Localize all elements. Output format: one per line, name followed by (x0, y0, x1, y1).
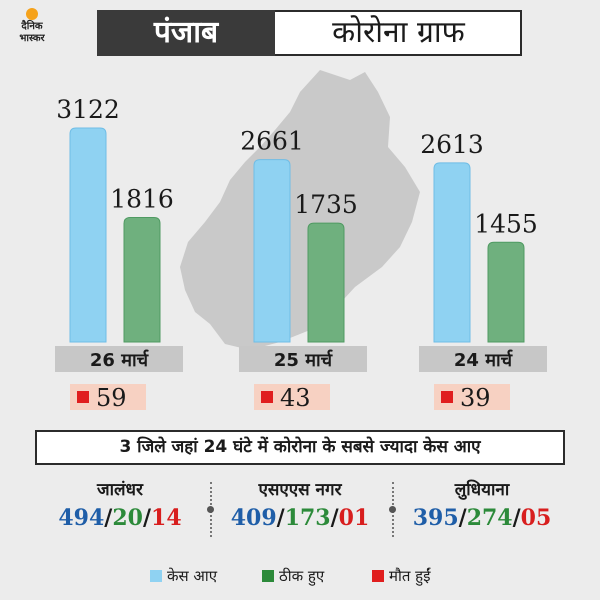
legend: केस आए ठीक हुए मौत हुईं (150, 566, 470, 590)
district-recovered: 20 (112, 505, 143, 531)
deaths-marker (441, 391, 453, 403)
district-name: लुधियाना (454, 480, 510, 500)
header-state-panel: पंजाब (97, 10, 275, 56)
header-title: कोरोना ग्राफ (332, 15, 465, 50)
divider-dot (207, 506, 214, 513)
district-stats: 409/173/01 (230, 505, 370, 531)
logo-line2: भास्कर (19, 33, 45, 44)
legend-swatch-cases (150, 570, 162, 582)
bar-recovered (307, 222, 345, 343)
bar-recovered (487, 241, 525, 343)
deaths-value: 43 (280, 384, 311, 412)
district-cases: 409 (230, 505, 277, 531)
legend-item-recovered: ठीक हुए (262, 566, 324, 586)
districts-title-box: 3 जिले जहां 24 घंटे में कोरोना के सबसे ज… (35, 430, 565, 465)
district-name: जालंधर (97, 480, 143, 500)
district-deaths: 14 (151, 505, 182, 531)
divider-dot (389, 506, 396, 513)
corona-bar-chart: 3122 1816 26 मार्च 59 2661 1735 25 मार्च 43 2613… (55, 95, 547, 412)
district-deaths: 05 (520, 505, 552, 531)
district-sas-nagar: एसएएस नगर 409/173/01 (205, 478, 395, 534)
bar-recovered (123, 217, 161, 343)
district-cases: 494 (58, 505, 105, 531)
district-stats: 395/274/05 (412, 505, 552, 531)
district-deaths: 01 (338, 505, 370, 531)
bar-value-label: 3122 (56, 95, 120, 124)
header-state: पंजाब (153, 15, 219, 50)
district-ludhiana: लुधियाना 395/274/05 (387, 478, 577, 534)
bar-cases (69, 127, 107, 343)
legend-label-recovered: ठीक हुए (279, 567, 325, 585)
legend-label-cases: केस आए (167, 567, 218, 585)
district-jalandhar: जालंधर 494/20/14 (25, 478, 215, 534)
bar-value-label: 1816 (110, 185, 174, 214)
legend-swatch-recovered (262, 570, 274, 582)
date-label: 24 मार्च (454, 349, 514, 371)
deaths-value: 39 (460, 384, 491, 412)
bar-cases (253, 159, 291, 343)
district-stats: 494/20/14 (58, 505, 182, 531)
date-label: 25 मार्च (274, 349, 334, 371)
header-title-panel: कोरोना ग्राफ (275, 10, 522, 56)
deaths-marker (261, 391, 273, 403)
legend-label-deaths: मौत हुईं (389, 567, 431, 585)
date-label-bg (419, 346, 547, 372)
date-label: 26 मार्च (90, 349, 150, 371)
district-recovered: 173 (284, 505, 331, 531)
districts-title: 3 जिले जहां 24 घंटे में कोरोना के सबसे ज… (119, 437, 481, 457)
legend-item-cases: केस आए (150, 566, 217, 586)
bar-value-label: 2613 (420, 130, 484, 159)
district-recovered: 274 (466, 505, 513, 531)
dainik-bhaskar-logo: दैनिक भास्कर (6, 6, 58, 54)
logo-line1: दैनिक (21, 21, 43, 32)
bar-cases (433, 162, 471, 343)
date-label-bg (55, 346, 183, 372)
bar-value-label: 1735 (294, 190, 358, 219)
district-cases: 395 (412, 505, 459, 531)
bar-value-label: 2661 (240, 127, 304, 156)
legend-item-deaths: मौत हुईं (372, 566, 431, 586)
district-name: एसएएस नगर (258, 480, 342, 500)
bar-value-label: 1455 (474, 209, 538, 238)
punjab-map-icon (180, 70, 420, 350)
deaths-value: 59 (96, 384, 127, 412)
date-label-bg (239, 346, 367, 372)
deaths-marker (77, 391, 89, 403)
legend-swatch-deaths (372, 570, 384, 582)
sun-icon (26, 8, 38, 20)
